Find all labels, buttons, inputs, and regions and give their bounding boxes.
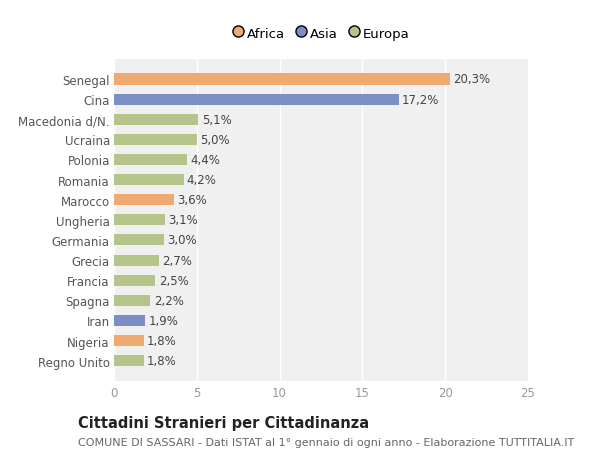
- Text: 17,2%: 17,2%: [402, 93, 440, 106]
- Text: 4,2%: 4,2%: [187, 174, 217, 187]
- Text: 1,9%: 1,9%: [149, 314, 179, 327]
- Bar: [114, 295, 151, 306]
- Text: COMUNE DI SASSARI - Dati ISTAT al 1° gennaio di ogni anno - Elaborazione TUTTITA: COMUNE DI SASSARI - Dati ISTAT al 1° gen…: [78, 437, 574, 447]
- Bar: [114, 195, 173, 206]
- Bar: [114, 275, 155, 286]
- Text: 2,2%: 2,2%: [154, 294, 184, 307]
- Bar: [114, 95, 399, 106]
- Bar: [114, 215, 166, 226]
- Bar: [114, 355, 144, 366]
- Text: 2,7%: 2,7%: [162, 254, 192, 267]
- Bar: [114, 155, 187, 166]
- Text: 3,6%: 3,6%: [177, 194, 206, 207]
- Text: 4,4%: 4,4%: [190, 154, 220, 167]
- Text: 3,1%: 3,1%: [169, 214, 199, 227]
- Text: 3,0%: 3,0%: [167, 234, 197, 247]
- Text: 1,8%: 1,8%: [147, 354, 177, 367]
- Text: 20,3%: 20,3%: [454, 73, 491, 86]
- Legend: Africa, Asia, Europa: Africa, Asia, Europa: [230, 24, 412, 43]
- Bar: [114, 255, 159, 266]
- Bar: [114, 335, 144, 346]
- Text: 5,0%: 5,0%: [200, 134, 230, 146]
- Bar: [114, 315, 145, 326]
- Bar: [114, 235, 164, 246]
- Bar: [114, 114, 199, 125]
- Bar: [114, 134, 197, 146]
- Text: Cittadini Stranieri per Cittadinanza: Cittadini Stranieri per Cittadinanza: [78, 415, 369, 431]
- Bar: [114, 174, 184, 186]
- Text: 1,8%: 1,8%: [147, 334, 177, 347]
- Bar: [114, 74, 450, 85]
- Text: 2,5%: 2,5%: [159, 274, 188, 287]
- Text: 5,1%: 5,1%: [202, 113, 232, 126]
